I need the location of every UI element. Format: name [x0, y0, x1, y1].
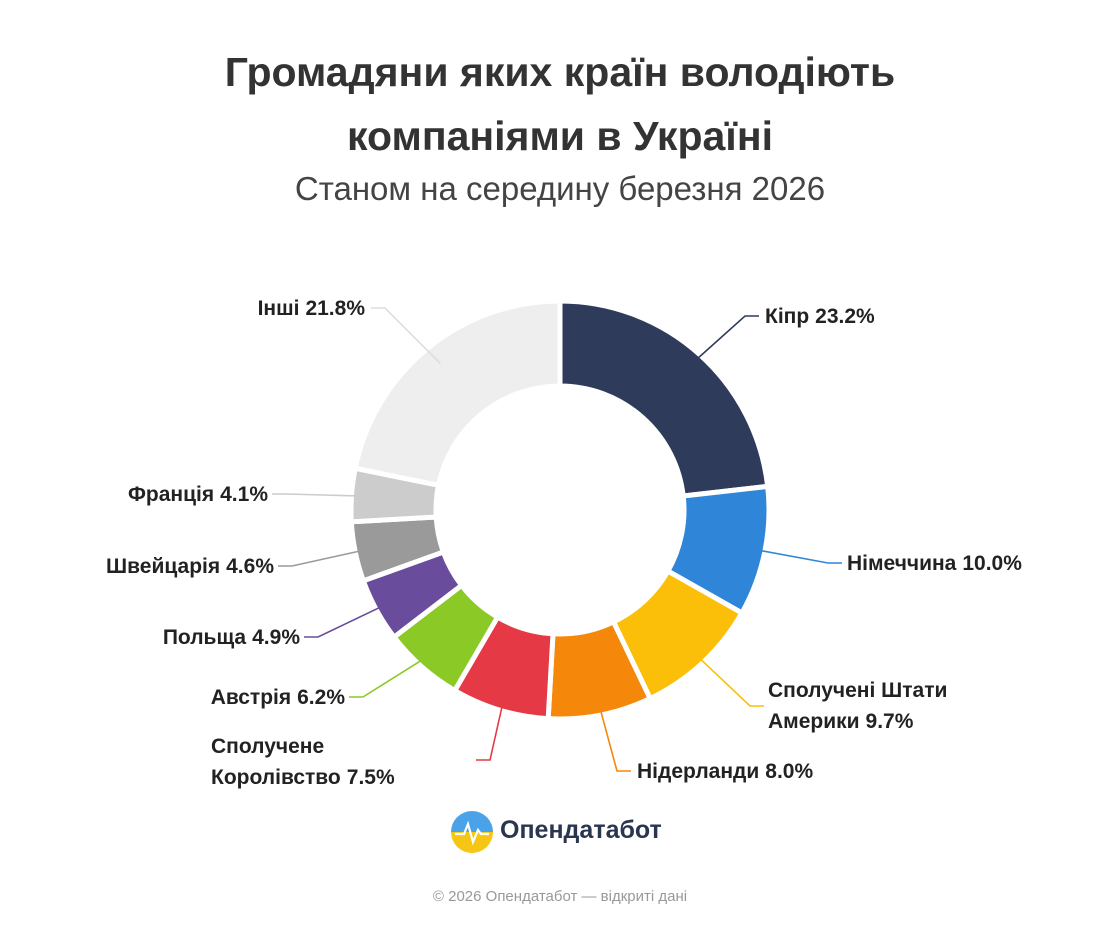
logo-pulse: [455, 820, 489, 846]
label-value: 7.5%: [346, 766, 395, 789]
leader-line: [688, 647, 764, 707]
data-label: Швейцарія 4.6%: [106, 551, 274, 582]
logo-icon: [451, 811, 493, 853]
label-name: Швейцарія: [106, 554, 221, 578]
label-value: 23.2%: [815, 304, 875, 328]
chart-title: Громадяни яких країн володіють компаніям…: [224, 49, 896, 159]
data-label: Польща 4.9%: [163, 622, 300, 653]
label-name: Кіпр: [765, 304, 810, 328]
leader-line: [272, 493, 372, 498]
label-value: 8.0%: [765, 759, 814, 783]
label-name: Нідерланди: [637, 759, 760, 783]
data-label: Німеччина 10.0%: [847, 548, 1022, 579]
label-name: Польща: [162, 625, 247, 649]
leader-line: [595, 695, 631, 772]
label-value: 4.1%: [220, 482, 268, 506]
label-name: Сполучене Королівство: [211, 735, 341, 789]
data-label: Кіпр 23.2%: [765, 301, 875, 332]
leader-line: [371, 307, 442, 365]
label-name: Німеччина: [847, 551, 957, 575]
data-label: Нідерланди 8.0%: [637, 756, 813, 787]
chart-subtitle: Станом на середину березня 2026: [294, 170, 826, 207]
label-value: 21.8%: [305, 296, 365, 320]
leader-line: [278, 546, 375, 567]
leader-line: [349, 651, 436, 698]
label-name: Сполучені Штати Америки: [768, 679, 948, 733]
label-value: 4.6%: [226, 554, 274, 578]
brand-name: Опендатабот: [500, 816, 662, 844]
leader-line: [476, 690, 507, 761]
data-label: Інші 21.8%: [258, 293, 365, 324]
leader-line: [685, 315, 759, 370]
data-label: Сполучені Штати Америки 9.7%: [768, 675, 968, 737]
label-name: Франція: [128, 482, 215, 506]
data-label: Австрія 6.2%: [211, 682, 345, 713]
label-value: 9.7%: [865, 710, 914, 733]
footer: © 2026 Опендатабот — відкриті дані: [432, 888, 688, 905]
data-label: Франція 4.1%: [128, 479, 268, 510]
label-value: 4.9%: [252, 625, 300, 649]
label-value: 6.2%: [297, 685, 345, 709]
label-name: Інші: [257, 296, 300, 320]
leader-line: [304, 599, 395, 638]
donut-segment: [557, 298, 771, 499]
leader-line: [745, 546, 842, 564]
label-name: Австрія: [210, 685, 292, 709]
data-label: Сполучене Королівство 7.5%: [211, 731, 447, 793]
label-value: 10.0%: [962, 551, 1022, 575]
donut-segment: [352, 298, 563, 488]
